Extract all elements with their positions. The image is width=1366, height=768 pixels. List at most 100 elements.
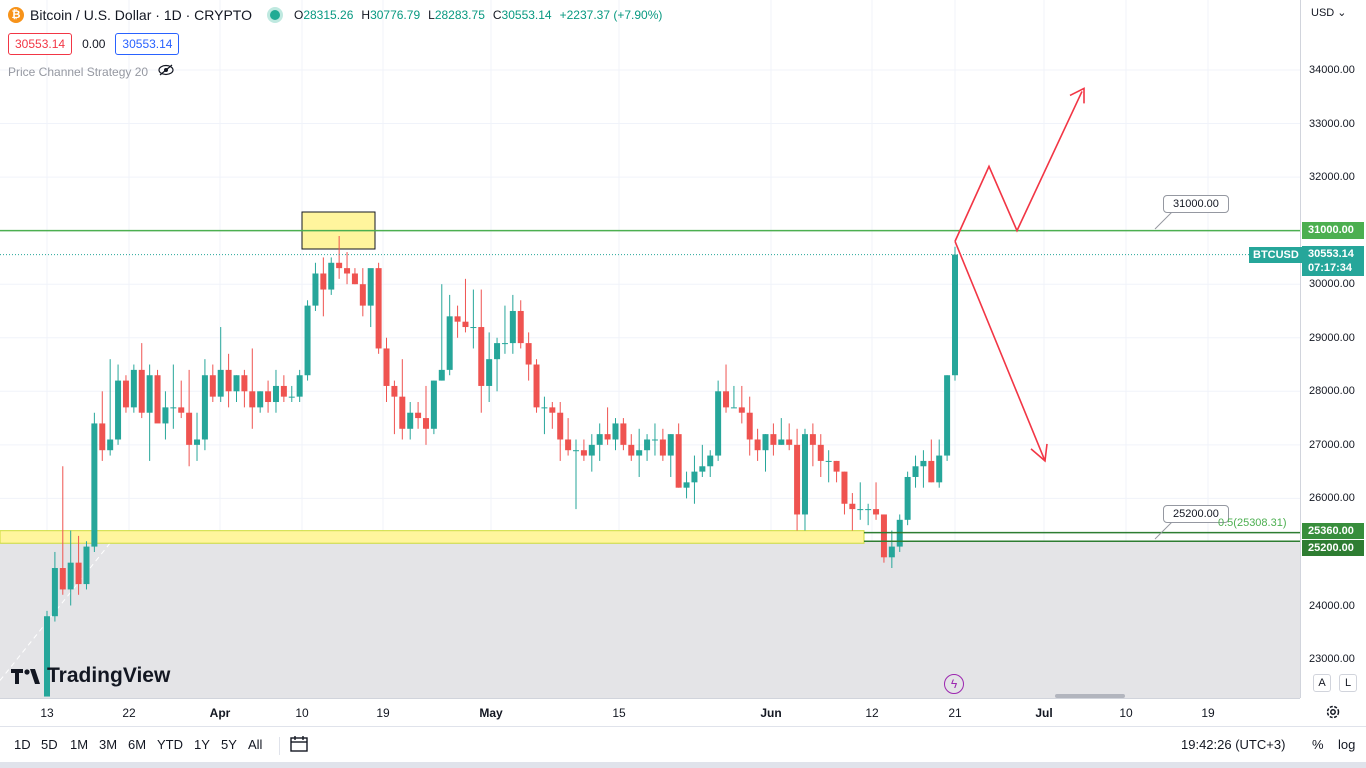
market-status-icon[interactable] (269, 10, 280, 20)
candle[interactable] (651, 439, 658, 441)
candle[interactable] (707, 455, 714, 467)
candle[interactable] (130, 369, 137, 408)
candle[interactable] (115, 380, 122, 440)
date-range-icon[interactable] (289, 735, 309, 758)
candle[interactable] (628, 444, 635, 456)
candle[interactable] (241, 375, 248, 392)
price-chart[interactable] (0, 0, 1300, 698)
candle[interactable] (344, 268, 351, 274)
candle[interactable] (794, 444, 801, 515)
candle[interactable] (557, 412, 564, 440)
candle[interactable] (770, 434, 777, 445)
candle[interactable] (762, 434, 769, 451)
candle[interactable] (486, 359, 493, 386)
hidden-eye-icon[interactable] (158, 64, 174, 79)
candle[interactable] (162, 407, 169, 424)
range-button-1y[interactable]: 1Y (194, 737, 210, 752)
candle[interactable] (312, 273, 319, 306)
candle[interactable] (580, 450, 587, 456)
candle[interactable] (865, 509, 872, 511)
candle[interactable] (178, 407, 185, 413)
candle[interactable] (415, 412, 422, 419)
candle[interactable] (849, 503, 856, 510)
candle[interactable] (454, 316, 461, 322)
strategy-label[interactable]: Price Channel Strategy 20 (8, 64, 149, 79)
candle[interactable] (644, 439, 651, 451)
candle[interactable] (904, 476, 911, 520)
candle[interactable] (272, 385, 279, 403)
auto-scale-button[interactable]: A (1313, 674, 1331, 692)
candle[interactable] (438, 369, 445, 381)
percent-toggle[interactable]: % (1312, 737, 1324, 752)
candle[interactable] (817, 444, 824, 461)
candle[interactable] (525, 343, 532, 365)
candle[interactable] (620, 423, 627, 445)
candle[interactable] (596, 434, 603, 445)
log-toggle[interactable]: log (1338, 737, 1356, 752)
candle[interactable] (723, 391, 730, 408)
candle[interactable] (936, 455, 943, 483)
buy-price-button[interactable]: 30553.14 (115, 33, 180, 55)
range-button-6m[interactable]: 6M (128, 737, 147, 752)
candle[interactable] (541, 407, 548, 409)
bullish-projection-arrow[interactable] (954, 91, 1083, 242)
candle[interactable] (809, 434, 816, 445)
candle[interactable] (304, 305, 311, 376)
candle[interactable] (83, 546, 90, 585)
candle[interactable] (675, 434, 682, 488)
bottom-scroll-handle[interactable] (1055, 694, 1125, 698)
candle[interactable] (873, 509, 880, 515)
candle[interactable] (67, 562, 74, 590)
candle[interactable] (51, 568, 58, 617)
candle[interactable] (920, 460, 927, 467)
candle[interactable] (880, 514, 887, 558)
candle[interactable] (186, 412, 193, 445)
candle[interactable] (754, 439, 761, 451)
candle[interactable] (320, 273, 327, 290)
candle[interactable] (509, 310, 516, 344)
candle[interactable] (912, 466, 919, 477)
candle[interactable] (225, 369, 232, 392)
candle[interactable] (691, 471, 698, 483)
candle[interactable] (683, 482, 690, 488)
candle[interactable] (383, 348, 390, 386)
support-callout[interactable]: 25200.00 (1163, 505, 1229, 523)
range-button-ytd[interactable]: YTD (157, 737, 183, 752)
candle[interactable] (699, 466, 706, 472)
candle[interactable] (825, 460, 832, 462)
candle[interactable] (833, 460, 840, 472)
candle[interactable] (122, 380, 129, 408)
candle[interactable] (470, 327, 477, 329)
candle[interactable] (636, 450, 643, 456)
lock-scale-button[interactable]: L (1339, 674, 1357, 692)
candle[interactable] (75, 562, 82, 585)
range-button-5d[interactable]: 5D (41, 737, 58, 752)
candle[interactable] (288, 396, 295, 398)
candle[interactable] (336, 262, 343, 269)
candle[interactable] (107, 439, 114, 451)
candle[interactable] (44, 616, 50, 697)
candle[interactable] (99, 423, 106, 451)
candle[interactable] (841, 471, 848, 504)
candle[interactable] (501, 343, 508, 345)
candle[interactable] (154, 375, 161, 424)
candle[interactable] (659, 439, 666, 456)
candle[interactable] (170, 407, 177, 409)
candle[interactable] (715, 391, 722, 456)
candle[interactable] (801, 434, 808, 515)
candle[interactable] (194, 439, 201, 445)
candle[interactable] (296, 375, 303, 397)
candle[interactable] (91, 423, 98, 547)
candle[interactable] (478, 327, 485, 386)
candle[interactable] (328, 262, 335, 290)
candle[interactable] (612, 423, 619, 440)
sell-price-button[interactable]: 30553.14 (8, 33, 73, 55)
candle[interactable] (786, 439, 793, 445)
candle[interactable] (944, 375, 951, 456)
candle[interactable] (359, 284, 366, 306)
candle[interactable] (888, 546, 895, 558)
range-button-1d[interactable]: 1D (14, 737, 31, 752)
support-band[interactable] (0, 530, 865, 544)
candle[interactable] (265, 391, 272, 403)
